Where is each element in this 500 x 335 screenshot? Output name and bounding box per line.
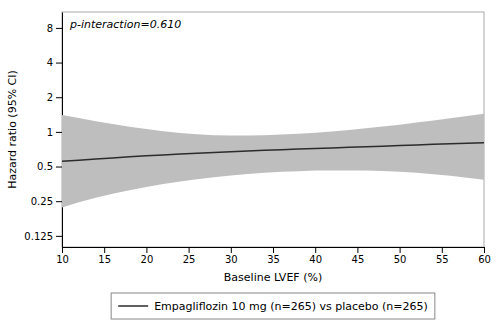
tick: 15	[98, 247, 111, 265]
tick: 40	[309, 247, 322, 265]
tick: 2	[47, 92, 62, 103]
tick-mark	[189, 247, 190, 253]
tick-mark	[56, 167, 62, 168]
x-axis-title: Baseline LVEF (%)	[224, 271, 322, 284]
x-axis: 10 15 20 25 30 35 40 45 50 55 60	[56, 247, 491, 265]
y-axis: 0.125 0.25 0.5 1 2 4 8	[24, 13, 62, 248]
tick: 10	[56, 247, 69, 265]
tick-mark	[56, 97, 62, 98]
tick-label: 30	[225, 254, 238, 265]
tick: 0.25	[31, 196, 62, 207]
tick-label: 15	[98, 254, 111, 265]
tick-mark	[56, 28, 62, 29]
tick: 0.5	[37, 161, 62, 172]
tick-mark	[56, 132, 62, 133]
tick: 25	[183, 247, 196, 265]
legend-label: Empagliflozin 10 mg (n=265) vs placebo (…	[154, 300, 428, 313]
tick: 0.125	[24, 231, 62, 242]
chart: 10 15 20 25 30 35 40 45 50 55 60 0.125 0.25 0.5 1 2 4 8 p-…	[0, 0, 500, 335]
tick-label: 35	[267, 254, 280, 265]
tick-label: 40	[309, 254, 322, 265]
tick: 55	[436, 247, 449, 265]
legend-box	[111, 293, 435, 319]
tick: 20	[141, 247, 154, 265]
tick-mark	[273, 247, 274, 253]
plot-frame	[62, 12, 484, 247]
tick: 4	[47, 57, 62, 68]
tick-label: 0.25	[31, 196, 53, 207]
tick: 45	[352, 247, 365, 265]
tick-label: 60	[478, 254, 491, 265]
tick: 60	[478, 247, 491, 265]
tick-mark	[56, 201, 62, 202]
tick-label: 4	[47, 57, 53, 68]
tick-mark	[56, 236, 62, 237]
tick-mark	[484, 247, 485, 253]
tick-label: 1	[47, 127, 53, 138]
ci-band	[62, 114, 484, 208]
legend-swatch	[118, 305, 148, 307]
tick-label: 45	[352, 254, 365, 265]
tick-mark	[231, 247, 232, 253]
annotation: p-interaction=0.610	[69, 18, 181, 31]
tick-label: 8	[47, 23, 53, 34]
legend-item: Empagliflozin 10 mg (n=265) vs placebo (…	[118, 300, 428, 313]
y-axis-title: Hazard ratio (95% CI)	[6, 70, 19, 189]
tick: 30	[225, 247, 238, 265]
tick-mark	[357, 247, 358, 253]
line	[62, 143, 484, 162]
tick-label: 0.5	[37, 161, 53, 172]
tick: 1	[47, 127, 62, 138]
tick-mark	[146, 247, 147, 253]
tick-label: 2	[47, 92, 53, 103]
tick-mark	[104, 247, 105, 253]
tick-label: 55	[436, 254, 449, 265]
tick-label: 0.125	[24, 231, 53, 242]
tick: 8	[47, 23, 62, 34]
tick-mark	[400, 247, 401, 253]
tick-mark	[442, 247, 443, 253]
tick: 50	[394, 247, 407, 265]
tick-label: 20	[141, 254, 154, 265]
tick-label: 50	[394, 254, 407, 265]
tick-mark	[315, 247, 316, 253]
tick-label: 25	[183, 254, 196, 265]
tick-mark	[62, 247, 63, 253]
tick-label: 10	[56, 254, 69, 265]
plot-area: 10 15 20 25 30 35 40 45 50 55 60 0.125 0.25 0.5 1 2 4 8 p-…	[24, 12, 491, 265]
marks	[62, 114, 484, 208]
tick-mark	[56, 63, 62, 64]
tick: 35	[267, 247, 280, 265]
legend: Empagliflozin 10 mg (n=265) vs placebo (…	[111, 293, 435, 319]
